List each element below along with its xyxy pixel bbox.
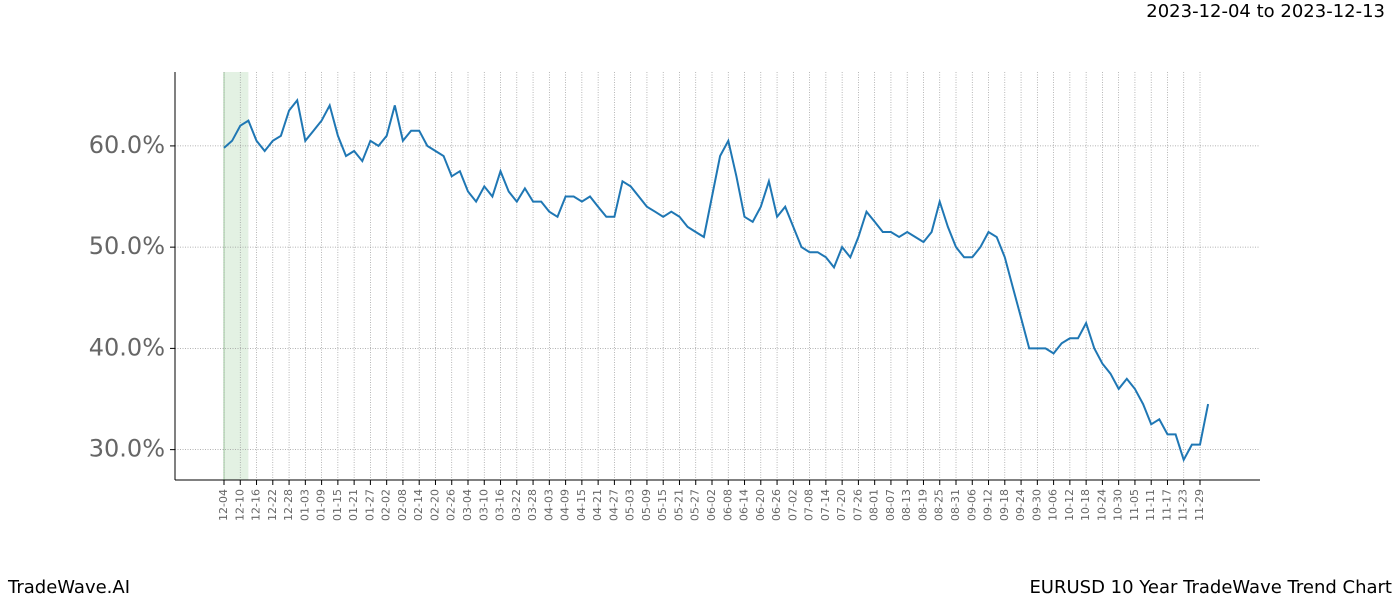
x-tick-label: 07-08 [803,489,816,521]
x-tick-label: 02-20 [428,489,441,521]
chart-title: EURUSD 10 Year TradeWave Trend Chart [1029,577,1392,598]
x-tick-label: 10-30 [1112,489,1125,521]
x-tick-label: 02-26 [445,489,458,521]
x-tick-label: 12-16 [250,489,263,521]
x-tick-label: 01-21 [347,489,360,521]
x-tick-label: 06-08 [721,489,734,521]
x-tick-label: 07-14 [819,489,832,521]
x-tick-label: 10-24 [1095,489,1108,521]
x-tick-label: 09-12 [982,489,995,521]
x-tick-label: 03-16 [494,489,507,521]
x-tick-label: 02-02 [380,489,393,521]
y-tick-label: 60.0% [89,131,165,159]
x-tick-label: 03-22 [510,489,523,521]
x-tick-label: 04-09 [559,489,572,521]
x-tick-label: 07-20 [835,489,848,521]
x-tick-label: 04-15 [575,489,588,521]
y-tick-label: 40.0% [89,333,165,361]
x-tick-label: 12-04 [217,489,230,521]
x-tick-label: 09-30 [1030,489,1043,521]
x-tick-label: 08-07 [884,489,897,521]
x-tick-label: 12-10 [233,489,246,521]
x-tick-label: 11-17 [1160,489,1173,521]
x-tick-label: 03-10 [477,489,490,521]
x-tick-label: 10-12 [1063,489,1076,521]
chart-subtitle: 2023-12-04 to 2023-12-13 [1146,1,1385,22]
x-tick-label: 07-26 [851,489,864,521]
x-tick-label: 01-15 [331,489,344,521]
y-tick-label: 50.0% [89,232,165,260]
x-tick-label: 09-06 [965,489,978,521]
x-tick-label: 11-05 [1128,489,1141,521]
x-tick-label: 05-09 [640,489,653,521]
x-tick-label: 01-27 [363,489,376,521]
x-tick-label: 02-08 [396,489,409,521]
x-tick-label: 12-28 [282,489,295,521]
x-tick-label: 04-21 [591,489,604,521]
x-tick-label: 08-01 [868,489,881,521]
x-tick-label: 08-31 [949,489,962,521]
x-tick-label: 08-13 [900,489,913,521]
x-tick-label: 01-09 [315,489,328,521]
x-tick-label: 05-03 [624,489,637,521]
x-tick-label: 04-03 [542,489,555,521]
x-tick-label: 05-21 [672,489,685,521]
x-tick-label: 12-22 [266,489,279,521]
x-tick-label: 06-20 [754,489,767,521]
highlight-band [224,72,249,480]
x-tick-label: 01-03 [298,489,311,521]
x-tick-label: 08-19 [916,489,929,521]
x-tick-label: 10-06 [1047,489,1060,521]
x-tick-label: 08-25 [933,489,946,521]
x-tick-label: 04-27 [607,489,620,521]
x-tick-label: 11-29 [1193,489,1206,521]
x-tick-label: 09-18 [998,489,1011,521]
x-tick-label: 05-15 [656,489,669,521]
x-tick-label: 09-24 [1014,489,1027,521]
x-tick-label: 06-14 [738,489,751,521]
x-tick-label: 05-27 [689,489,702,521]
x-tick-label: 07-02 [786,489,799,521]
brand: TradeWave.AI [7,577,130,598]
x-tick-label: 03-28 [526,489,539,521]
y-tick-label: 30.0% [89,435,165,463]
x-tick-label: 11-23 [1177,489,1190,521]
x-tick-label: 06-26 [770,489,783,521]
x-tick-label: 10-18 [1079,489,1092,521]
x-tick-label: 03-04 [461,489,474,521]
x-tick-label: 06-02 [705,489,718,521]
trend-line [223,97,1210,463]
x-tick-label: 02-14 [412,489,425,521]
x-tick-label: 11-11 [1144,489,1157,521]
